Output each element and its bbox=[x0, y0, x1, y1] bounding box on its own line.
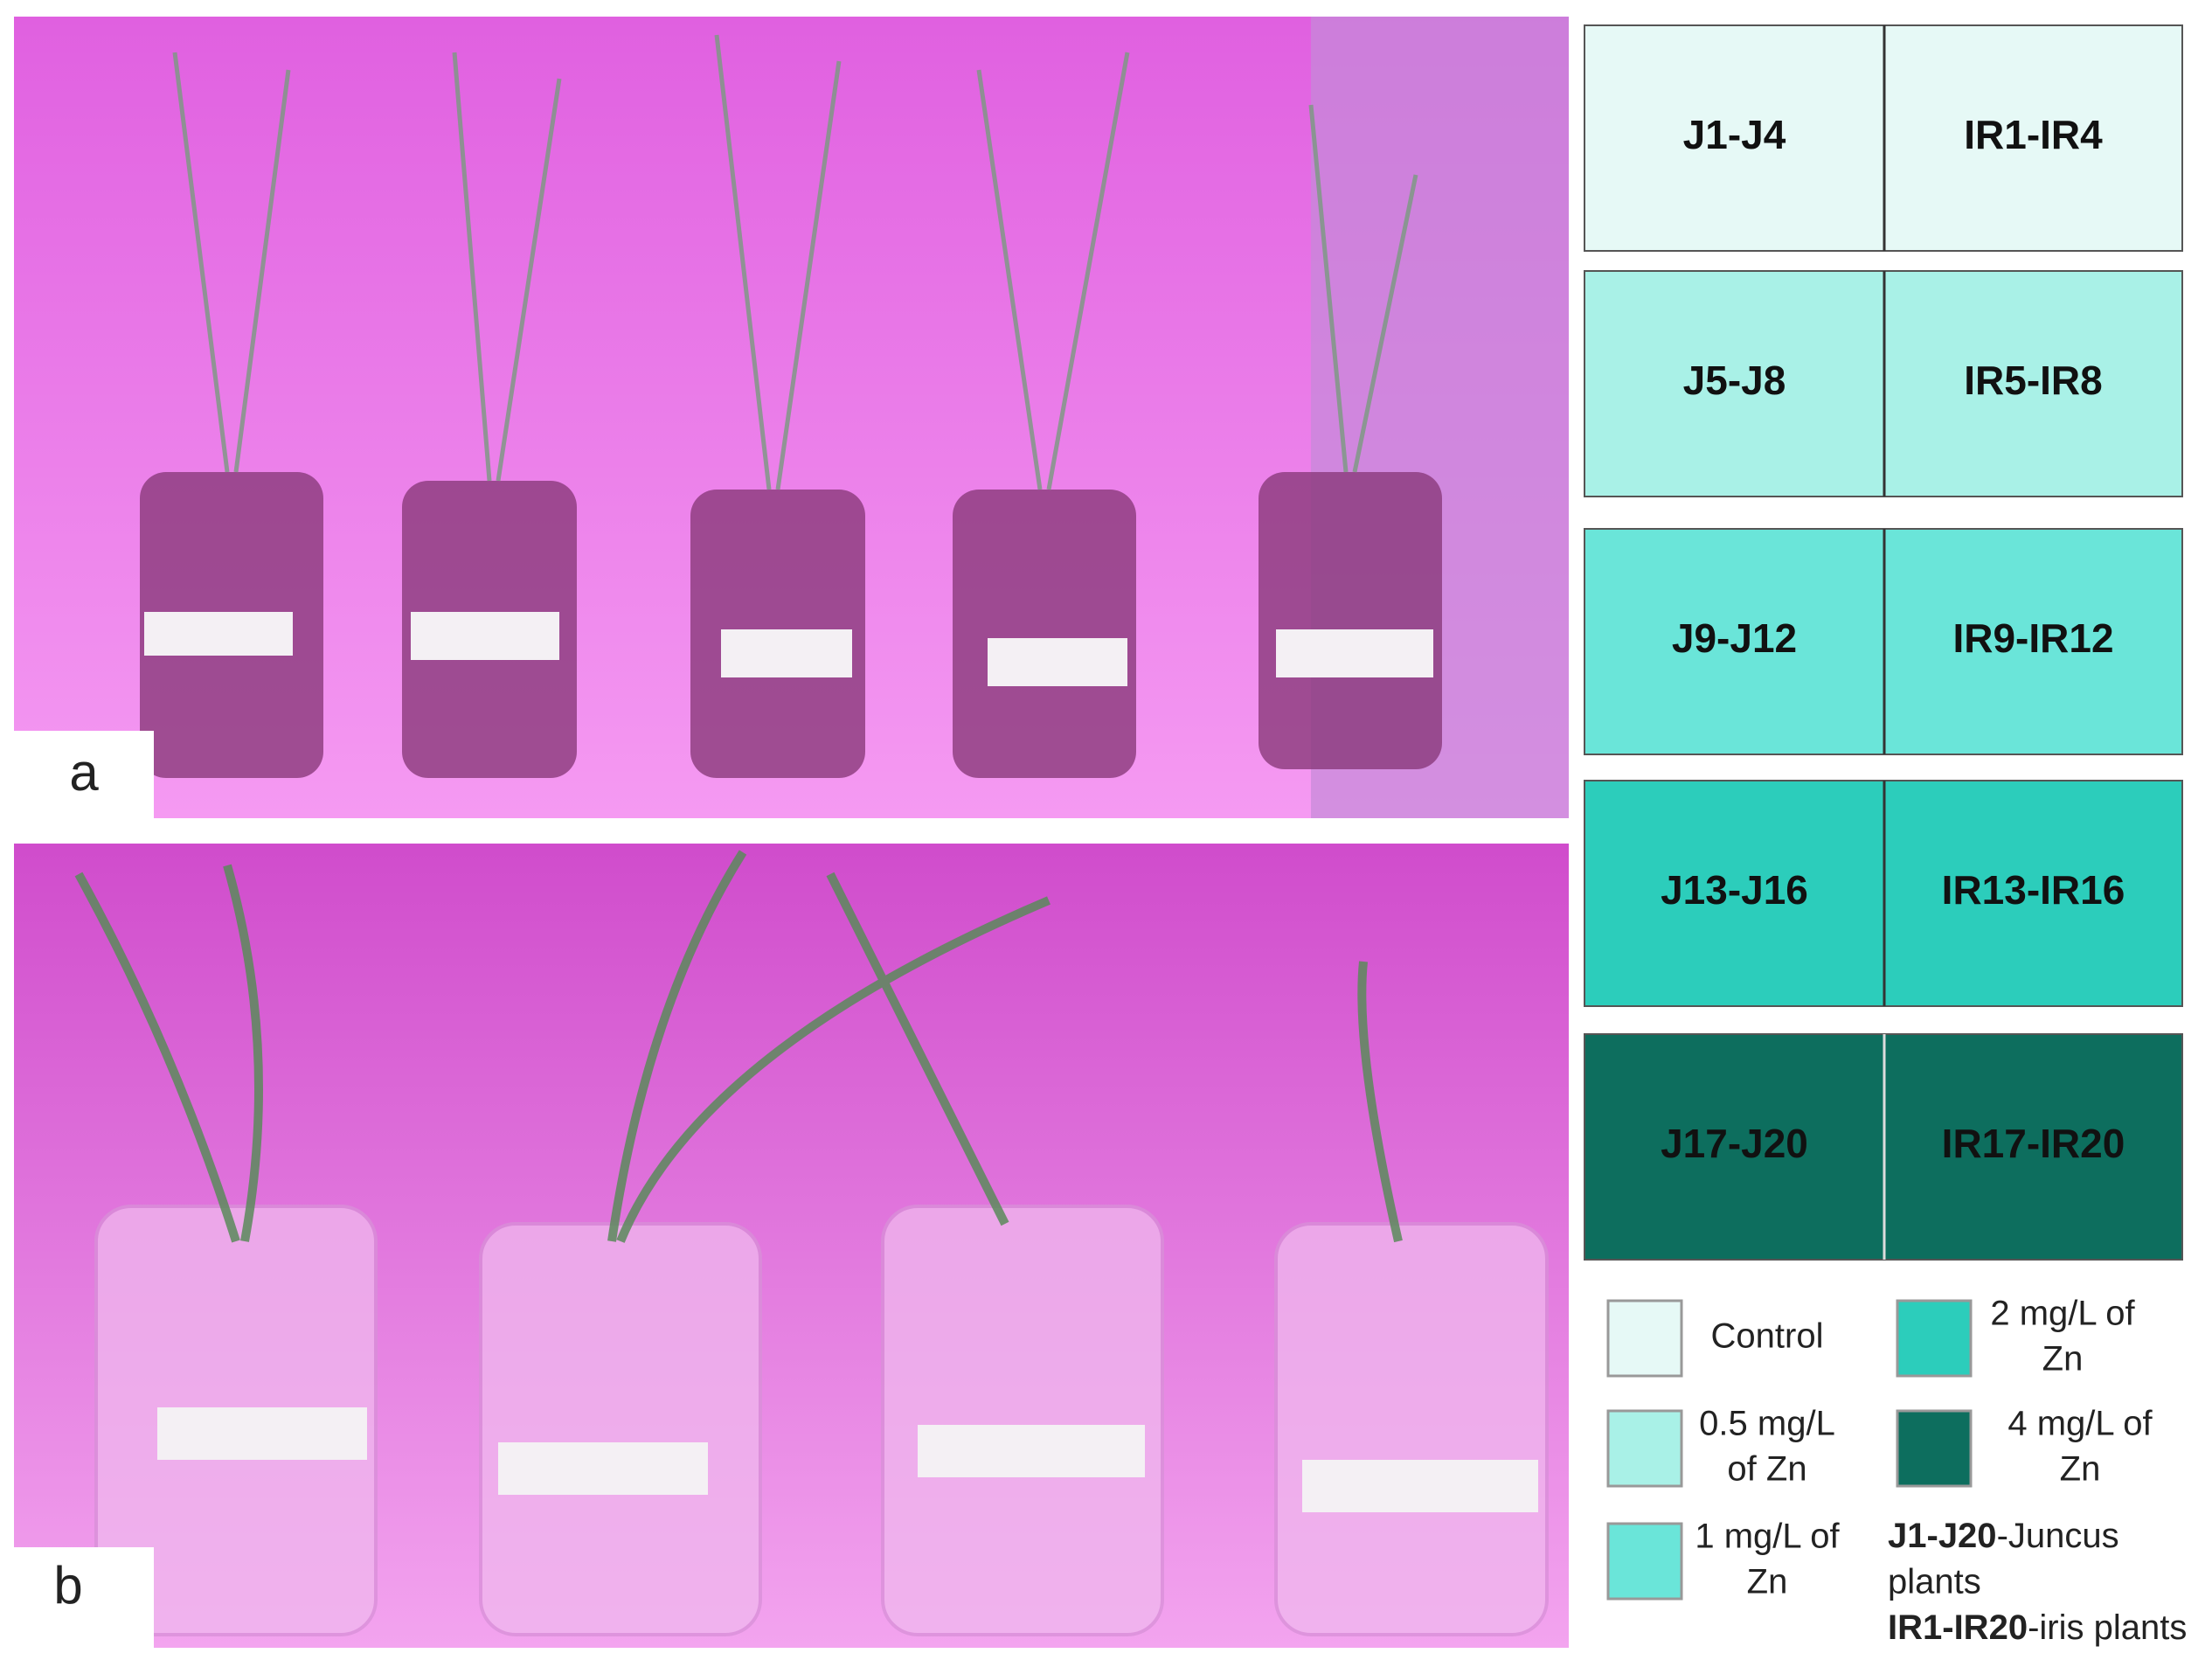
group-label: IR9-IR12 bbox=[1952, 615, 2113, 661]
photo-a bbox=[14, 17, 1569, 818]
panel-label: a bbox=[69, 743, 99, 802]
group-label: IR17-IR20 bbox=[1942, 1121, 2125, 1166]
note-text: -iris plants bbox=[2028, 1608, 2187, 1647]
group-label: J13-J16 bbox=[1661, 867, 1808, 913]
legend-swatch bbox=[1606, 1522, 1683, 1601]
legend-label: 4 mg/L of bbox=[2007, 1405, 2153, 1443]
legend-label: of Zn bbox=[1727, 1450, 1806, 1489]
group-label: J1-J4 bbox=[1683, 112, 1786, 157]
legend-label: 0.5 mg/L bbox=[1699, 1405, 1835, 1443]
group-label: IR13-IR16 bbox=[1942, 867, 2125, 913]
note: IR1-IR20-iris plants bbox=[1888, 1608, 2187, 1647]
group-label: J17-J20 bbox=[1661, 1121, 1808, 1166]
note: plants bbox=[1888, 1563, 1981, 1601]
legend-label: 1 mg/L of bbox=[1695, 1518, 1840, 1556]
group-label: IR5-IR8 bbox=[1964, 358, 2102, 403]
legend-swatch bbox=[1896, 1409, 1973, 1488]
legend-swatch bbox=[1606, 1299, 1683, 1378]
legend-label: Zn bbox=[1747, 1563, 1788, 1601]
note: J1-J20-Juncus bbox=[1888, 1517, 2119, 1555]
legend-label: 2 mg/L of bbox=[1990, 1295, 2135, 1333]
legend-swatch bbox=[1606, 1409, 1683, 1488]
group-label: IR1-IR4 bbox=[1964, 112, 2103, 157]
legend-label: Zn bbox=[2042, 1340, 2084, 1379]
legend-swatch bbox=[1896, 1299, 1973, 1378]
note-bold: IR1-IR20 bbox=[1888, 1608, 2028, 1647]
group-label: J5-J8 bbox=[1683, 358, 1786, 403]
legend-label: Control bbox=[1711, 1317, 1824, 1356]
note-bold: J1-J20 bbox=[1888, 1517, 1997, 1555]
group-label: J9-J12 bbox=[1672, 615, 1797, 661]
panel-label: b bbox=[53, 1556, 82, 1615]
note-text: -Juncus bbox=[1997, 1517, 2119, 1555]
legend-label: Zn bbox=[2060, 1450, 2101, 1489]
photo-b bbox=[14, 844, 1569, 1648]
